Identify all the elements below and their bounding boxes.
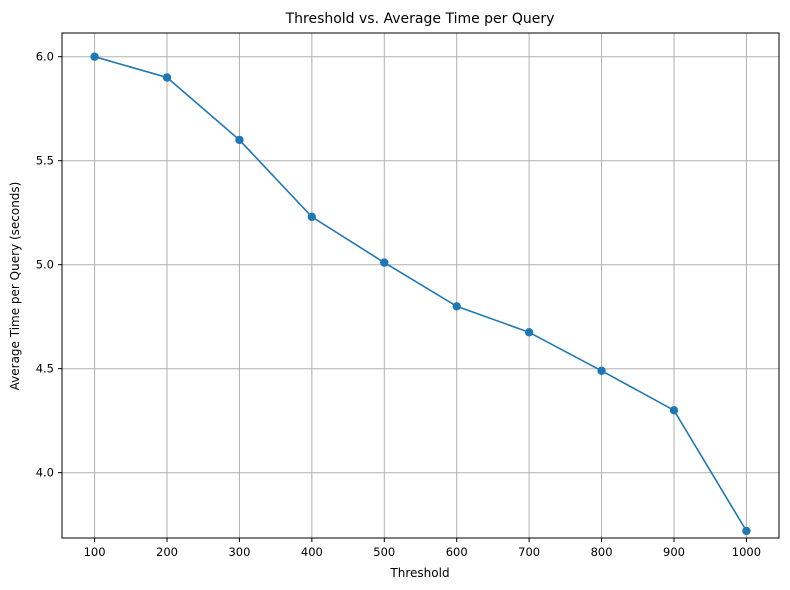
x-tick-label: 200 [156,545,178,559]
data-point [742,526,751,536]
x-tick-label: 1000 [732,545,761,559]
y-axis-label: Average Time per Query (seconds) [8,182,22,391]
series-line [94,55,748,532]
data-point [162,73,172,82]
x-tick-label: 300 [228,545,250,559]
y-tick-label: 5.0 [36,258,54,272]
y-tick-label: 5.5 [36,154,54,168]
x-tick-label: 600 [446,545,468,559]
axis-ticks: 100 200 300 400 500 600 700 800 900 1000 4.0 4.5 5.0… [36,50,761,559]
x-tick-label: 800 [591,545,613,559]
data-point [307,212,317,222]
x-tick-label: 400 [301,545,323,559]
data-point [235,135,244,145]
chart-title: Threshold vs. Average Time per Query [285,11,555,27]
y-tick-label: 4.5 [36,362,54,376]
data-point [669,406,679,415]
plot-frame [61,32,780,539]
grid-lines [62,33,779,538]
data-point [524,328,534,337]
data-point [90,52,99,61]
x-tick-label: 900 [663,545,685,559]
data-point [597,366,606,375]
x-tick-label: 100 [84,545,106,559]
series-layer [90,52,751,536]
x-tick-label: 500 [373,545,395,559]
data-point [452,302,461,311]
x-tick-label: 700 [518,545,540,559]
x-axis-label: Threshold [389,566,449,580]
data-point [380,258,389,267]
y-tick-label: 6.0 [36,50,54,64]
y-tick-label: 4.0 [36,466,54,480]
